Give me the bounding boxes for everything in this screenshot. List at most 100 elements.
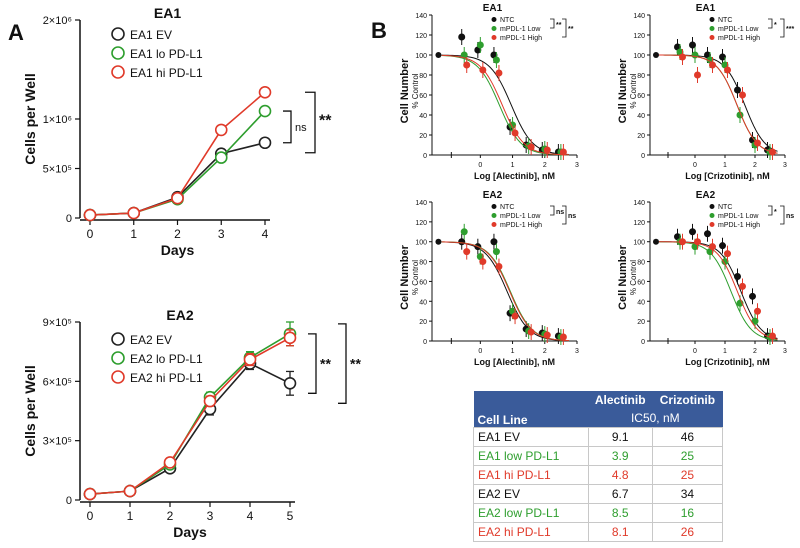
- data-point: [739, 282, 746, 290]
- alectinib-cell: 6.7: [587, 483, 653, 504]
- header-cell-line: Cell Line: [473, 391, 589, 427]
- y-tick-label: 0: [423, 153, 427, 160]
- data-point: [749, 292, 756, 300]
- dose-chart-ea1-crizotinib: EA1 Cell Number% Control Log [Crizotinib],…: [617, 3, 794, 181]
- chart-title: EA1: [483, 3, 503, 14]
- x-tick-label: 2: [543, 348, 547, 355]
- data-point: [492, 56, 500, 64]
- dose-chart-ea2-crizotinib: EA2 Cell Number% Control Log [Crizotinib],…: [617, 190, 794, 367]
- y-tick-label: 40: [637, 299, 645, 306]
- legend-label: EA2 lo PD-L1: [130, 352, 203, 366]
- table-row: EA1 EV 9.1 46: [473, 426, 724, 447]
- data-point: [769, 148, 776, 156]
- header-crizotinib: Crizotinib: [652, 391, 723, 409]
- legend-marker: [111, 65, 125, 79]
- cell-line-cell: EA1 hi PD-L1: [473, 464, 589, 485]
- data-point: [527, 328, 535, 336]
- legend-marker: [111, 27, 125, 41]
- bracket-inner: [550, 18, 555, 29]
- dose-chart-ea1-alectinib: EA1 Cell Number% Control Log [Alectinib], …: [399, 3, 579, 181]
- legend-label: mPDL-1 Low: [718, 213, 759, 220]
- data-point: [653, 238, 659, 245]
- data-point: [543, 331, 551, 339]
- annotation-outer: **: [350, 356, 361, 372]
- legend-label: mPDL-1 High: [500, 222, 542, 229]
- annotation-outer: ***: [786, 26, 794, 33]
- data-point: [751, 317, 759, 325]
- data-point: [709, 243, 716, 251]
- data-point: [476, 41, 484, 49]
- data-point: [495, 263, 503, 271]
- y-tick-label: 80: [637, 73, 645, 80]
- y-tick-label: 20: [637, 319, 645, 326]
- annotation-inner: *: [774, 22, 777, 29]
- crizotinib-cell: 46: [651, 426, 724, 447]
- legend-marker: [709, 213, 715, 218]
- y-tick-label: 100: [633, 240, 645, 247]
- y-tick-label: 0: [66, 495, 72, 507]
- data-point: [479, 66, 487, 74]
- y-tick-label: 80: [637, 260, 645, 267]
- bracket-inner: [308, 333, 317, 394]
- data-point: [214, 151, 228, 164]
- y-tick-label: 120: [633, 220, 645, 227]
- data-point: [679, 238, 686, 246]
- table-row: EA2 low PD-L1 8.5 16: [473, 502, 724, 523]
- annotation-inner: ns: [556, 209, 564, 216]
- y-axis-label: Cells per Well: [22, 73, 38, 165]
- data-point: [754, 139, 761, 147]
- y-tick-label: 100: [633, 53, 645, 60]
- y-tick-label: 0: [423, 339, 427, 346]
- x-tick-label: 3: [575, 162, 579, 169]
- legend-marker: [491, 204, 497, 209]
- data-point: [479, 258, 487, 266]
- data-point: [435, 52, 442, 58]
- crizotinib-cell: 25: [651, 464, 724, 485]
- y-tick-label: 5×10⁵: [43, 164, 72, 176]
- x-tick-label: 0: [478, 162, 482, 169]
- legend-marker: [491, 35, 497, 40]
- alectinib-cell: 4.8: [587, 464, 653, 485]
- x-axis-label: Days: [161, 242, 195, 258]
- legend-marker: [111, 332, 125, 346]
- legend-label: NTC: [718, 204, 732, 211]
- y-tick-label: 80: [419, 260, 427, 267]
- legend-marker: [491, 17, 497, 22]
- y-tick-label: 40: [419, 299, 427, 306]
- annotation-outer: ns: [786, 213, 794, 220]
- y-tick-label: 0: [66, 213, 72, 225]
- crizotinib-cell: 16: [651, 502, 724, 523]
- data-point: [739, 91, 746, 99]
- fit-curve-1: [441, 241, 569, 342]
- data-point: [754, 307, 761, 315]
- chart-title: EA1: [696, 3, 716, 14]
- table-body: EA1 EV 9.1 46 EA1 low PD-L1 3.9 25 EA1 hi PD-L…: [473, 426, 724, 542]
- data-point: [689, 228, 696, 236]
- fit-curve-1: [658, 54, 778, 154]
- data-point: [527, 143, 535, 151]
- x-axis-label: Log [Crizotinib], nM: [685, 357, 769, 367]
- growth-chart-ea1: EA1 Cells per Well Days 0 1 2 3 4 0 5×10⁵ 1×10⁶ 2×1…: [22, 5, 332, 258]
- x-tick-label: 0: [478, 348, 482, 355]
- legend-label: EA2 hi PD-L1: [130, 371, 203, 385]
- legend-label: mPDL-1 High: [718, 35, 760, 42]
- data-point: [171, 191, 184, 205]
- y-axis-sublabel: % Control: [411, 260, 420, 295]
- y-tick-label: 60: [637, 93, 645, 100]
- legend-label: mPDL-1 Low: [718, 26, 759, 33]
- cell-line-cell: EA1 low PD-L1: [473, 445, 589, 466]
- chart-title: EA1: [154, 5, 181, 21]
- y-axis-label: Cells per Well: [22, 365, 38, 457]
- table-row: EA1 hi PD-L1 4.8 25: [473, 464, 724, 485]
- bracket-inner: [768, 205, 773, 216]
- fit-curve-1: [658, 241, 778, 341]
- legend-label: EA1 hi PD-L1: [130, 66, 203, 80]
- data-point: [704, 230, 711, 238]
- y-tick-label: 9×10⁵: [43, 317, 72, 329]
- y-tick-label: 120: [415, 33, 427, 40]
- growth-chart-ea2: EA2 Cells per Well Days 0 1 2 3 4 5 0 3×10⁵ 6×10⁵ 9×…: [22, 307, 361, 540]
- annotation-outer: **: [319, 113, 332, 130]
- y-tick-label: 40: [419, 113, 427, 120]
- x-axis-label: Log [Crizotinib], nM: [685, 171, 769, 181]
- data-point: [83, 487, 97, 501]
